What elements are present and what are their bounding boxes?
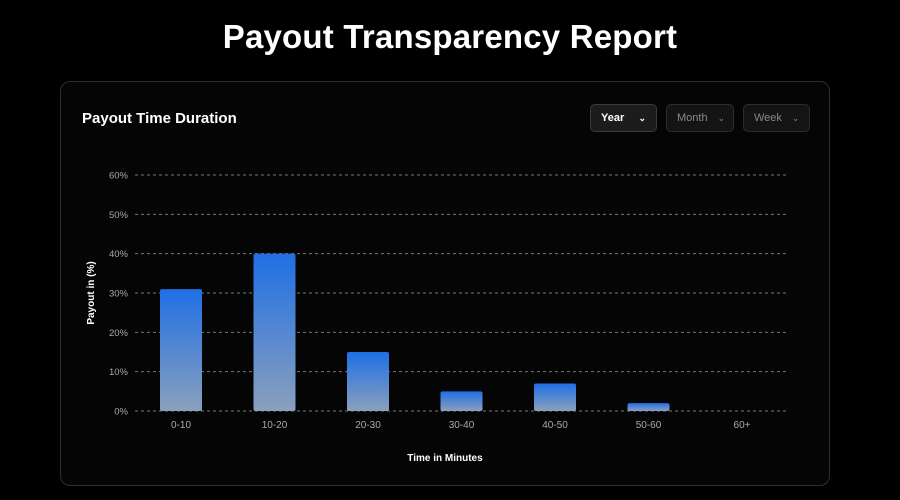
dropdown-label: Week — [754, 112, 782, 124]
bar-40-50[interactable] — [534, 383, 576, 411]
bar-30-40[interactable] — [440, 391, 483, 411]
y-tick-label: 30% — [109, 289, 129, 300]
x-tick-label: 30-40 — [449, 420, 475, 431]
week-dropdown[interactable]: Week ⌄ — [743, 104, 810, 132]
year-dropdown[interactable]: Year ⌄ — [590, 104, 657, 132]
bar-0-10[interactable] — [160, 289, 202, 411]
y-tick-label: 60% — [109, 171, 129, 182]
bar-20-30[interactable] — [347, 352, 389, 411]
page-title: Payout Transparency Report — [222, 18, 678, 55]
bar-50-60[interactable] — [627, 403, 670, 411]
x-tick-label: 50-60 — [636, 420, 662, 431]
chevron-down-icon: ⌄ — [791, 112, 800, 123]
chevron-down-icon: ⌄ — [717, 112, 726, 123]
chart-card: Payout Time Duration Year ⌄ Month ⌄ Week… — [60, 81, 830, 486]
y-tick-label: 40% — [109, 249, 129, 260]
dropdown-label: Year — [601, 112, 625, 124]
chevron-down-icon: ⌄ — [638, 112, 646, 123]
y-tick-label: 10% — [109, 367, 129, 378]
dropdown-label: Month — [677, 112, 708, 124]
x-tick-label: 40-50 — [542, 420, 568, 431]
y-tick-label: 50% — [109, 210, 129, 221]
x-tick-label: 0-10 — [171, 420, 191, 431]
y-axis-label: Payout in (%) — [86, 261, 97, 324]
month-dropdown[interactable]: Month ⌄ — [666, 104, 734, 132]
x-tick-label: 10-20 — [262, 420, 288, 431]
bar-10-20[interactable] — [253, 253, 296, 411]
y-tick-label: 20% — [109, 328, 129, 339]
x-axis-label: Time in Minutes — [407, 453, 483, 464]
x-tick-label: 20-30 — [355, 420, 381, 431]
card-title: Payout Time Duration — [82, 110, 237, 127]
y-tick-label: 0% — [114, 407, 128, 418]
x-tick-label: 60+ — [734, 420, 751, 431]
